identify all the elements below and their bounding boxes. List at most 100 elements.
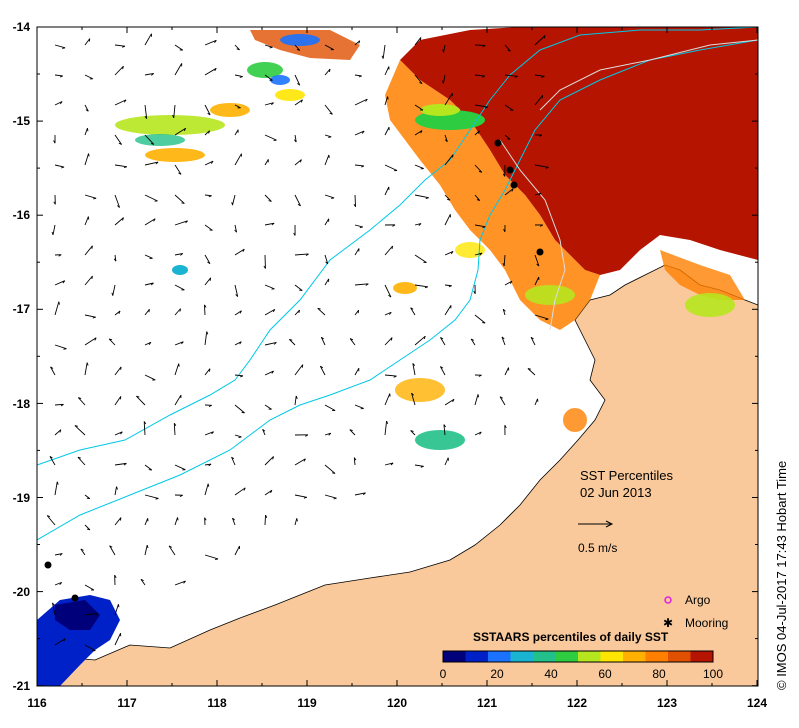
current-vector [174,220,188,226]
current-vector-head [501,336,505,340]
current-vector-head [362,492,366,496]
current-vector-head [235,294,239,297]
current-vector [499,396,506,406]
current-vector [414,223,422,226]
y-tick-label: -19 [13,491,31,505]
current-vector [289,339,296,346]
x-axis-labels: 116 117 118 119 120 121 122 123 124 [27,696,767,710]
current-vector [474,104,488,108]
current-vector-head [183,580,186,584]
current-vector [534,74,545,77]
current-vector [204,67,217,76]
current-vector [294,494,307,498]
colorbar-tick: 40 [544,667,558,681]
current-vector-head [85,109,89,112]
current-vector-head [136,395,140,398]
current-vector-head [328,136,332,138]
current-vector [264,515,266,526]
current-vector [504,280,513,286]
current-vector-head [317,307,321,310]
colorbar-segment [668,651,691,662]
current-vector [54,638,66,646]
x-tick-label: 121 [477,696,497,710]
current-vector [294,253,309,256]
mooring-markers [44,139,544,602]
current-vector-head [482,322,486,324]
current-vector-head [541,95,544,99]
current-vector-head [50,366,54,369]
current-vector [234,224,238,233]
current-vector-head [296,49,300,51]
current-vector [234,487,246,496]
current-vector-head [78,397,82,400]
x-tick-label: 124 [747,696,767,710]
current-vector-head [484,106,488,109]
current-vector [54,481,58,496]
current-vector [136,395,146,406]
current-vector [412,363,416,376]
current-vector-head [507,49,511,52]
credit-label: © IMOS 04-Jul-2017 17:43 Hobart Time [774,460,789,690]
current-vector [264,456,274,466]
current-vector [174,44,183,51]
current-vector [114,517,122,526]
current-vector [174,63,183,76]
current-vector [264,489,273,496]
x-tick-label: 123 [657,696,677,710]
y-tick-label: -17 [13,302,31,316]
current-vector [109,545,116,556]
current-vector [504,134,511,140]
current-vector-head [204,304,207,308]
current-vector-head [349,429,353,431]
current-vector [504,367,509,376]
current-vector [84,128,88,136]
current-vector-head [214,68,217,72]
current-vector-head [119,517,122,521]
current-vector-head [151,73,154,76]
current-vector-head [272,456,274,460]
current-vector [384,393,391,406]
current-vector-head [94,337,97,341]
current-vector-head [419,82,423,85]
current-vector [204,194,212,197]
current-vector-head [262,429,266,432]
current-vector-head [390,462,394,466]
current-vector [354,130,365,136]
bathymetry-contour-3 [499,39,758,331]
mooring-marker [494,139,502,147]
current-vector [530,337,536,346]
current-vector [114,604,119,616]
current-vector [112,284,116,296]
current-vector-head [353,203,356,207]
x-tick-label: 116 [27,696,47,710]
current-vector-head [359,226,363,229]
current-vector-head [265,514,268,519]
current-vector [234,248,245,256]
x-tick-label: 120 [387,696,407,710]
current-vector [54,280,65,286]
current-vector [174,464,186,471]
current-vector-head [361,130,365,134]
current-vector-head [296,518,298,522]
current-vector [174,194,185,204]
current-vector-head [303,458,306,462]
y-tick-label: -21 [13,679,31,693]
current-vector [474,164,483,173]
current-vector [204,224,213,231]
colorbar-title: SSTAARS percentiles of daily SST [473,630,669,644]
current-vector-head [61,166,65,169]
current-vectors [46,33,549,652]
current-vector [320,337,326,346]
current-vector [324,404,336,411]
current-vector-head [179,308,181,312]
current-vector [231,456,236,466]
mooring-marker [510,181,518,189]
current-vector [114,44,126,47]
current-vector [144,341,152,346]
current-vector-head [418,223,422,226]
current-vector-head [329,68,331,73]
current-vector [444,154,454,166]
current-vector-head [502,263,505,267]
current-vector-head [269,46,273,49]
current-vector-head [353,457,357,461]
